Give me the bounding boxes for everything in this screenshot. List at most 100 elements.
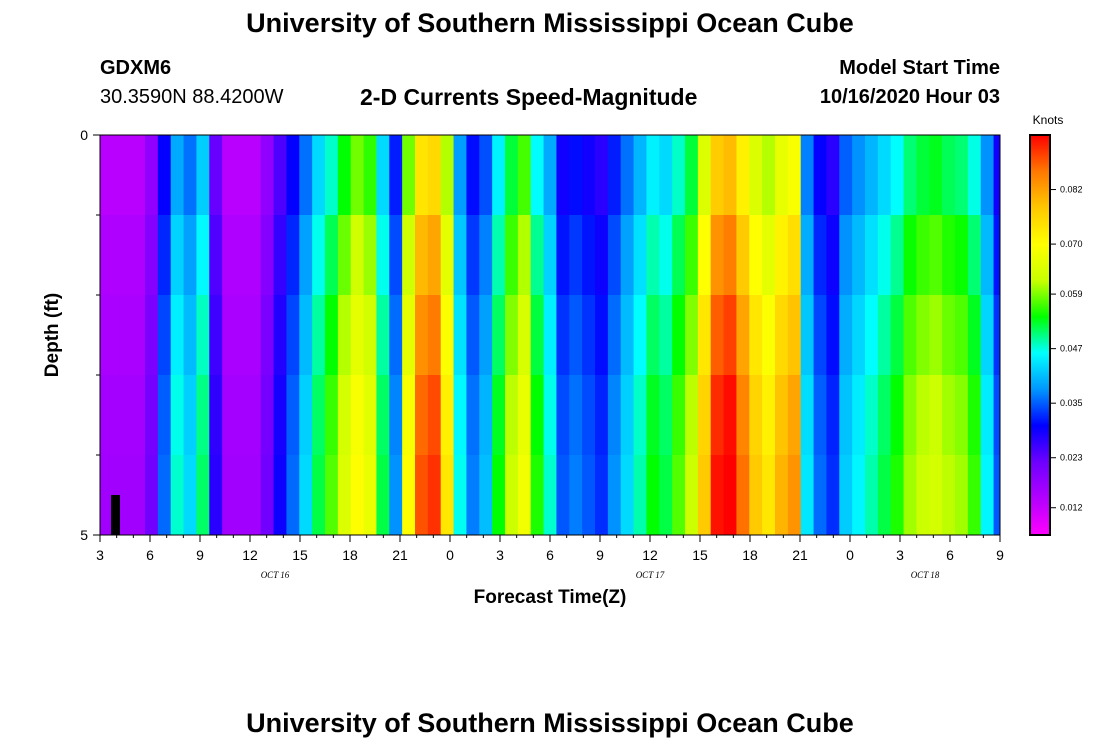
x-tick-label: 9 [196,547,204,563]
x-tick-label: 6 [146,547,154,563]
heatmap-cell [222,295,236,376]
heatmap-cell [440,455,454,536]
heatmap-cell [106,375,120,456]
heatmap-cell [479,455,493,536]
heatmap-cell [389,375,403,456]
heatmap-cell [479,215,493,296]
heatmap-cell [247,375,262,456]
heatmap-cell [633,455,647,536]
heatmap-cell [736,215,750,296]
heatmap-cell [247,215,262,296]
heatmap-cell [890,215,904,296]
heatmap-cell [839,135,853,216]
x-tick-label: 0 [846,547,854,563]
heatmap-cell [505,455,519,536]
heatmap-cell [967,375,982,456]
heatmap-cell [865,375,879,456]
heatmap-cell [505,295,519,376]
heatmap-cell [955,215,969,296]
heatmap-cell [530,375,544,456]
heatmap-cell [813,215,827,296]
heatmap-cell [196,295,210,376]
heatmap-cell [479,375,493,456]
heatmap-cell [402,375,416,456]
heatmap-cell [980,135,994,216]
heatmap-cell [787,295,802,376]
heatmap-cell [813,135,827,216]
station-id: GDXM6 [100,57,172,79]
heatmap-cell [235,295,249,376]
heatmap-cell [736,135,750,216]
heatmap-cell [685,375,699,456]
heatmap-cell [569,215,583,296]
heatmap-cell [286,135,300,216]
x-date-label: OCT 18 [911,570,940,580]
heatmap-cell [980,295,994,376]
heatmap-cell [466,215,480,296]
heatmap-cell [440,215,454,296]
heatmap-cell [826,135,840,216]
heatmap-cell [942,455,956,536]
heatmap-cell [723,215,737,296]
heatmap-cell [723,455,737,536]
heatmap-cell [100,135,107,216]
heatmap-cell [119,135,133,216]
heatmap-cell [762,135,776,216]
heatmap-cell [196,375,210,456]
heatmap-cell [723,375,737,456]
heatmap-cell [749,455,763,536]
x-tick-label: 6 [946,547,954,563]
heatmap-cell [389,295,403,376]
heatmap-cell [723,135,737,216]
heatmap-cell [363,295,377,376]
heatmap-cell [646,455,660,536]
page-title: University of Southern Mississippi Ocean… [246,8,854,38]
heatmap-cell [607,135,622,216]
heatmap-cell [183,215,197,296]
heatmap-cell [402,135,416,216]
heatmap-cell [800,215,814,296]
heatmap-cell [749,375,763,456]
heatmap-cell [813,295,827,376]
heatmap-cell [697,375,712,456]
heatmap-cell [659,215,673,296]
heatmap-cell [100,375,107,456]
x-tick-label: 3 [96,547,104,563]
heatmap-cell [337,455,352,536]
heatmap-cell [247,295,262,376]
heatmap-cell [890,295,904,376]
heatmap-cell [775,455,789,536]
heatmap-cell [736,455,750,536]
heatmap-cell [183,375,197,456]
colorbar-tick-label: 0.082 [1060,185,1083,195]
heatmap-cell [209,135,223,216]
y-tick-label: 5 [80,527,88,543]
heatmap-cell [299,375,313,456]
heatmap-cell [852,135,866,216]
colorbar-ticks: 0.082 0.070 0.059 0.047 0.035 0.023 0.012 [1050,185,1083,513]
heatmap-cell [633,295,647,376]
heatmap-cell [595,215,609,296]
heatmap-cell [145,295,159,376]
heatmap-cell [530,455,544,536]
heatmap-cell [955,135,969,216]
heatmap-cell [955,455,969,536]
heatmap-cell [595,135,609,216]
heatmap-cell [350,215,364,296]
heatmap-cell [325,375,339,456]
heatmap-cell [775,295,789,376]
heatmap-cell [479,295,493,376]
heatmap-cell [466,375,480,456]
heatmap-cell [312,455,326,536]
heatmap-cell [119,215,133,296]
heatmap-cell [582,375,596,456]
heatmap-cell [736,295,750,376]
heatmap-cell [325,135,339,216]
heatmap-cell [582,135,596,216]
heatmap-cell [826,215,840,296]
heatmap-cell [337,375,352,456]
heatmap-cell [582,295,596,376]
colorbar: Knots 0.082 0.070 0.059 0.047 0.035 0.023 0.01… [1029,113,1083,536]
heatmap-cell [569,295,583,376]
heatmap-cell [710,135,724,216]
